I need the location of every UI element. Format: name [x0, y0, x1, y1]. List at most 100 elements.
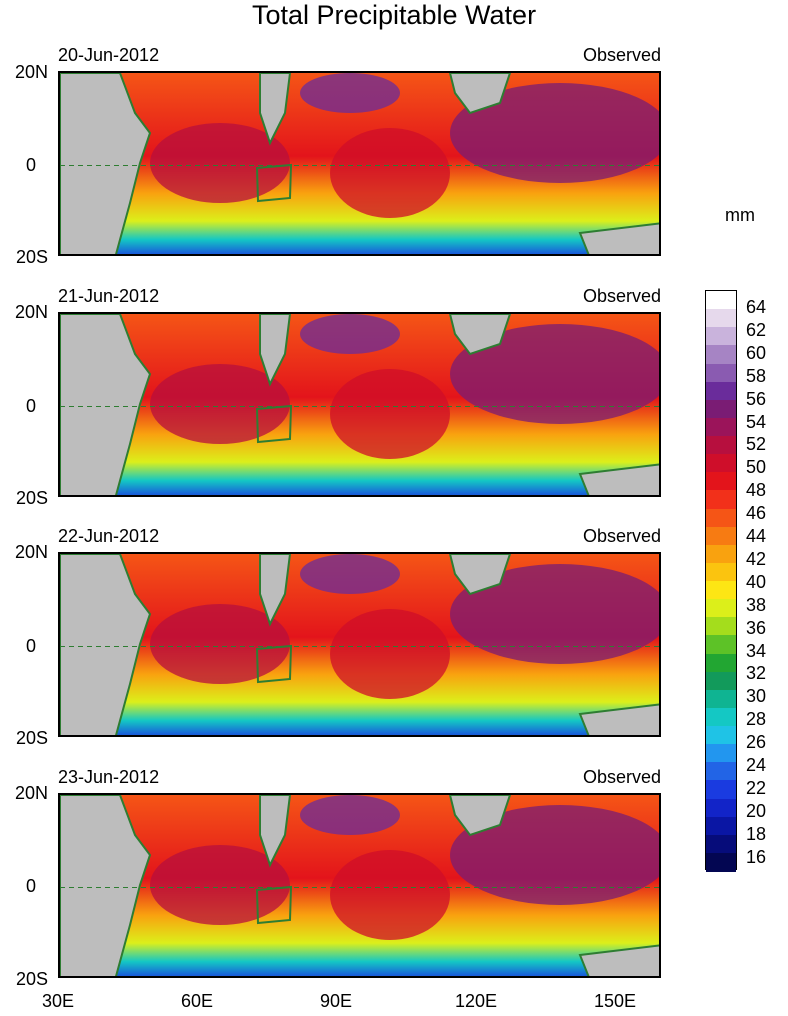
precip-field [60, 314, 659, 495]
panel-date: 23-Jun-2012 [58, 767, 160, 787]
moisture-blob [150, 364, 290, 444]
colorbar-segment [706, 671, 736, 691]
colorbar-tick-label: 38 [746, 594, 767, 615]
colorbar-tick-label: 44 [746, 526, 767, 546]
map-frame [58, 552, 661, 737]
moisture-blob [300, 314, 400, 354]
colorbar-segment [706, 526, 736, 546]
map-panel-1 [58, 71, 661, 256]
landmass [578, 463, 659, 495]
landmass [60, 795, 152, 976]
colorbar-segment [706, 581, 736, 600]
moisture-blob [300, 554, 400, 594]
colorbar-tick-label: 56 [746, 388, 767, 409]
y-tick-label: 20S [15, 969, 48, 989]
y-tick-label: 20S [15, 728, 48, 748]
colorbar-tick-label: 24 [746, 755, 767, 775]
landmass [578, 222, 659, 254]
x-tick-label: 60E [180, 991, 214, 1011]
map-panel-4 [58, 793, 661, 978]
units-label: mm [725, 205, 755, 225]
moisture-blob [300, 73, 400, 113]
moisture-blob [300, 795, 400, 835]
landmass [448, 73, 512, 115]
moisture-blob [450, 83, 659, 183]
colorbar-tick-label: 34 [746, 640, 767, 661]
x-tick-label: 30E [41, 991, 75, 1011]
y-tick-label: 0 [25, 155, 36, 175]
y-tick-label: 20N [14, 302, 48, 322]
map-frame [58, 793, 661, 978]
colorbar-segment [706, 472, 736, 491]
precip-field [60, 795, 659, 976]
landmass [259, 73, 292, 146]
colorbar-segment [706, 744, 736, 763]
y-tick-label: 0 [25, 876, 36, 896]
landmass [60, 554, 152, 735]
colorbar-segment [706, 617, 736, 636]
colorbar-segment [706, 834, 736, 854]
colorbar-segment [706, 816, 736, 836]
moisture-blob [330, 609, 450, 699]
precip-field [60, 554, 659, 735]
colorbar-tick-label: 18 [746, 823, 767, 844]
x-tick-label: 150E [593, 991, 637, 1011]
landmass [259, 795, 292, 868]
colorbar-segment [706, 544, 736, 564]
moisture-blob [450, 324, 659, 424]
colorbar-segment [706, 599, 736, 618]
target-box [255, 885, 293, 925]
colorbar-tick-label: 32 [746, 663, 767, 684]
colorbar-tick-label: 54 [746, 411, 767, 432]
precip-field [60, 73, 659, 254]
colorbar-segment [706, 762, 736, 781]
colorbar-segment [706, 345, 736, 364]
colorbar-segment [706, 562, 736, 582]
panel-date: 20-Jun-2012 [58, 45, 160, 65]
moisture-blob [330, 850, 450, 940]
colorbar-segment [706, 508, 736, 528]
moisture-blob [150, 123, 290, 203]
colorbar-segment [706, 490, 736, 509]
colorbar-segment [706, 798, 736, 818]
moisture-blob [330, 369, 450, 459]
x-tick-label: 90E [319, 991, 353, 1011]
colorbar-tick-label: 46 [746, 503, 767, 524]
panel-date: 22-Jun-2012 [58, 526, 160, 546]
colorbar-tick-label: 60 [746, 342, 767, 363]
landmass [60, 314, 152, 495]
colorbar-tick-label: 28 [746, 709, 767, 730]
colorbar-tick-label: 58 [746, 365, 767, 386]
colorbar-tick-label: 16 [746, 846, 767, 867]
map-frame [58, 312, 661, 497]
panel-label: Observed [582, 526, 661, 546]
landmass [448, 314, 512, 356]
panel-label: Observed [582, 767, 661, 787]
landmass [448, 795, 512, 837]
colorbar-tick-label: 50 [746, 457, 767, 478]
panel-date: 21-Jun-2012 [58, 286, 160, 306]
y-tick-label: 20N [14, 62, 48, 82]
colorbar-segment [706, 309, 736, 328]
map-title: Total Precipitable Water [251, 0, 537, 30]
moisture-blob [150, 845, 290, 925]
colorbar-segment [706, 381, 736, 401]
colorbar-segment [706, 726, 736, 745]
target-box [255, 404, 293, 444]
y-tick-label: 20S [15, 247, 48, 267]
y-tick-label: 20N [14, 783, 48, 803]
colorbar-segment [706, 363, 736, 383]
colorbar-tick-label: 22 [746, 777, 767, 798]
colorbar-segment [706, 436, 736, 455]
landmass [60, 73, 152, 254]
colorbar [705, 290, 737, 872]
moisture-blob [450, 805, 659, 905]
colorbar-tick-label: 52 [746, 434, 767, 455]
colorbar-tick-label: 62 [746, 319, 767, 340]
target-box [255, 163, 293, 203]
landmass [578, 944, 659, 976]
target-box [255, 644, 293, 684]
x-tick-label: 120E [454, 991, 498, 1011]
colorbar-segment [706, 417, 736, 437]
colorbar-segment [706, 327, 736, 346]
